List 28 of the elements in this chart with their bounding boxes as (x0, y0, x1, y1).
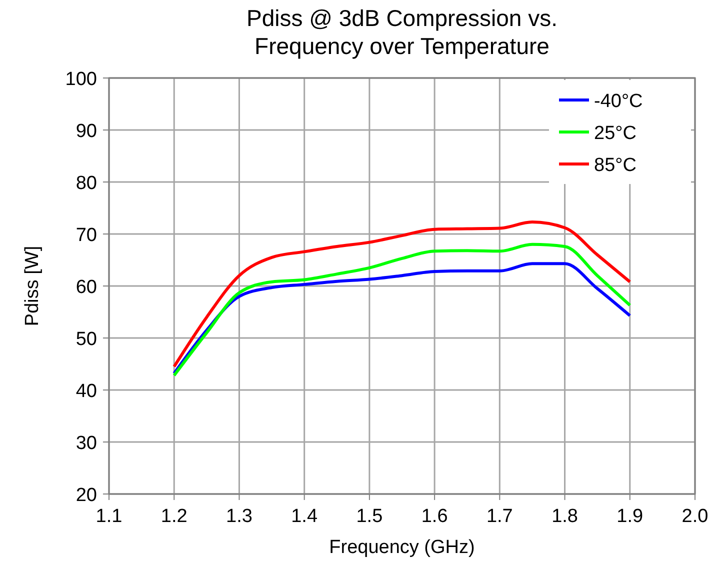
y-tick-label: 100 (65, 69, 97, 90)
x-tick-label: 1.7 (486, 506, 513, 527)
legend-label: 85°C (594, 155, 636, 176)
y-tick-label: 60 (76, 277, 97, 298)
line-series (172, 242, 632, 377)
x-tick-label: 1.1 (96, 506, 122, 527)
line-series (172, 220, 632, 368)
y-tick-label: 70 (76, 225, 97, 246)
x-tick-label: 1.4 (291, 506, 318, 527)
y-tick-label: 20 (76, 485, 97, 506)
y-axis-title: Pdiss [W] (22, 246, 43, 326)
x-axis-title: Frequency (GHz) (329, 537, 475, 558)
y-tick-label: 30 (76, 433, 97, 454)
x-tick-label: 1.9 (616, 506, 644, 527)
chart-title: Pdiss @ 3dB Compression vs. Frequency over Temperature (246, 5, 558, 59)
x-tick-label: 1.2 (160, 506, 188, 527)
x-tick-label: 2.0 (682, 506, 708, 527)
x-tick-label: 1.3 (226, 506, 252, 527)
y-tick-label: 80 (76, 173, 97, 194)
y-tick-label: 50 (76, 329, 97, 350)
x-tick-label: 1.6 (421, 506, 448, 527)
y-tick-label: 90 (76, 121, 97, 142)
y-tick-label: 40 (76, 381, 97, 402)
line-series (172, 262, 632, 375)
legend-label: -40°C (594, 91, 643, 112)
legend-label: 25°C (594, 123, 636, 144)
x-tick-label: 1.8 (552, 506, 578, 527)
x-tick-label: 1.5 (356, 506, 383, 527)
